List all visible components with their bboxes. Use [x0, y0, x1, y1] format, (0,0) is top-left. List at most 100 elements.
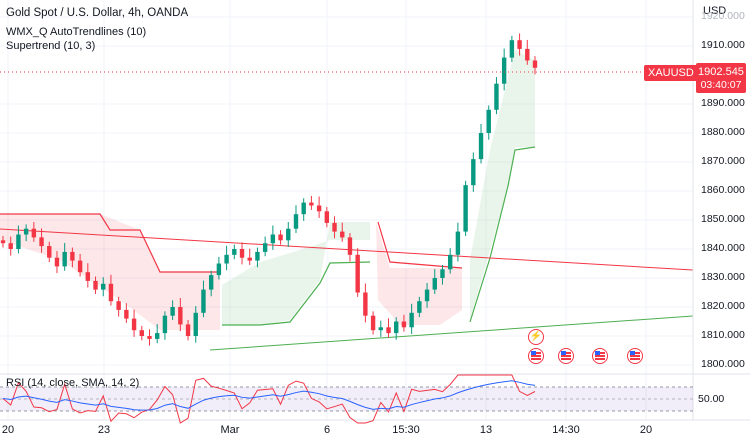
supertrend-up-fill [470, 50, 535, 320]
resistance-trendline [0, 228, 694, 271]
price-axis-label: 1910.000 [701, 39, 745, 51]
candle-body [424, 289, 430, 302]
supertrend-down-line [377, 221, 463, 269]
us-flag-event-icon[interactable] [592, 348, 608, 364]
candle-body [47, 246, 52, 258]
indicator-supertrend-legend[interactable]: Supertrend (10, 3) [6, 40, 96, 52]
price-axis-label: 1840.000 [701, 242, 745, 254]
time-axis-label: 20 [639, 424, 653, 436]
candle-body [378, 327, 383, 331]
us-flag-event-icon[interactable] [528, 348, 544, 364]
candle-body [262, 243, 268, 252]
price-axis-label: 1810.000 [701, 329, 745, 341]
supertrend-down-line [0, 213, 220, 273]
candle-body [124, 309, 129, 319]
candle-body [208, 275, 214, 290]
supertrend-down-fill [0, 214, 220, 330]
candle-body [286, 228, 291, 241]
bar-countdown: 03:40:07 [700, 79, 742, 91]
candle-body [108, 283, 114, 302]
symbol-tag: XAUUSD [644, 65, 698, 81]
candle-body [178, 307, 183, 325]
time-axis-label: Mar [220, 424, 240, 436]
candle-body [401, 321, 407, 328]
candle-body [93, 280, 98, 290]
us-flag-event-icon[interactable] [558, 348, 574, 364]
candle-body [0, 240, 6, 244]
supertrend-up-line [469, 146, 536, 323]
candle-body [224, 254, 229, 264]
last-price-box: 1902.545 03:40:07 [696, 63, 746, 93]
candle-body [232, 249, 237, 255]
candle-body [162, 315, 168, 334]
supertrend-up-fill [222, 222, 370, 325]
candle-body [85, 272, 91, 281]
candle-body [216, 263, 222, 276]
candle-body [455, 231, 461, 255]
candle-body [70, 251, 75, 261]
last-price-value: 1902.545 [698, 66, 744, 78]
price-axis-label: 1920.000 [701, 10, 745, 22]
candle-body [147, 336, 152, 339]
candle-body [16, 234, 21, 249]
candle-body [386, 327, 391, 334]
candle-body [293, 214, 299, 229]
candle-body [185, 324, 191, 336]
currency-unit[interactable]: USD [703, 5, 727, 17]
candle-body [247, 257, 252, 261]
rsi-axis-value: 50.00 [698, 393, 725, 405]
candle-body [471, 159, 476, 186]
candle-body [77, 260, 83, 273]
candle-body [347, 237, 353, 255]
time-axis-label: 14:30 [552, 424, 580, 436]
time-axis-label: 13 [479, 424, 493, 436]
time-axis-label: 15:30 [392, 424, 420, 436]
candle-body [432, 278, 437, 290]
rsi-line [2, 374, 536, 424]
candle-body [116, 301, 121, 310]
price-axis-label: 1830.000 [701, 271, 745, 283]
candle-body [31, 228, 37, 238]
candle-body [316, 205, 322, 212]
price-axis-label: 1880.000 [701, 126, 745, 138]
candle-body [23, 228, 29, 235]
indicator-autotrendlines-legend[interactable]: WMX_Q AutoTrendlines (10) [6, 26, 147, 38]
candle-body [201, 289, 206, 313]
candle-body [332, 222, 337, 232]
candle-body [463, 185, 468, 232]
candle-body [340, 231, 345, 238]
candle-body [54, 257, 60, 267]
lightning-event-icon[interactable]: ⚡ [528, 329, 544, 345]
grid-lines [0, 0, 693, 420]
candle-body [532, 60, 538, 68]
candle-body [39, 237, 44, 247]
candle-body [301, 202, 306, 215]
rsi-legend[interactable]: RSI (14, close, SMA, 14, 2) [6, 377, 140, 389]
price-axis-label: 1800.000 [701, 358, 745, 370]
candle-body [417, 301, 422, 313]
candle-body [278, 234, 283, 241]
candle-body [370, 315, 376, 331]
candle-body [270, 234, 276, 244]
candle-body [517, 40, 522, 49]
price-axis-label: 1870.000 [701, 155, 745, 167]
candle-body [363, 292, 368, 316]
time-axis-label: 6 [323, 424, 331, 436]
candle-body [447, 254, 453, 270]
us-flag-event-icon[interactable] [627, 348, 643, 364]
candle-body [478, 133, 484, 160]
price-axis-label: 1850.000 [701, 213, 745, 225]
supertrend-up-line [222, 261, 371, 326]
candle-body [501, 57, 507, 84]
candle-body [324, 211, 330, 223]
time-axis-label: 20 [1, 424, 15, 436]
candle-body [155, 333, 160, 339]
supertrend-fill [0, 50, 536, 330]
candle-body [309, 202, 314, 206]
chart-title[interactable]: Gold Spot / U.S. Dollar, 4h, OANDA [6, 7, 189, 19]
candle-body [525, 48, 530, 61]
time-axis-label: 23 [97, 424, 111, 436]
candle-body [409, 312, 414, 328]
candle-body [62, 251, 67, 267]
